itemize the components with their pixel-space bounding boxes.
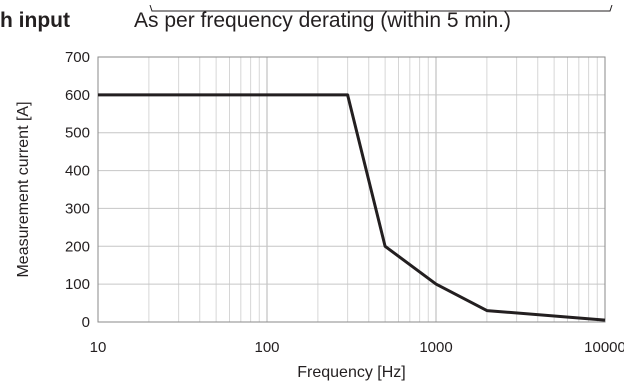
grid-lines — [98, 57, 605, 322]
header-text: As per frequency derating (within 5 min.… — [134, 9, 512, 32]
header-label: h input — [0, 9, 70, 32]
y-tick-labels: 0 100 200 300 400 500 600 700 — [65, 49, 90, 331]
x-tick-label: 1000 — [419, 339, 452, 356]
x-axis-title: Frequency [Hz] — [297, 364, 405, 381]
y-tick-label: 0 — [82, 314, 90, 331]
plot-frame — [97, 56, 606, 323]
y-tick-label: 600 — [65, 87, 90, 104]
series-group — [98, 93, 606, 322]
x-tick-label: 100 — [254, 339, 279, 356]
series-line — [98, 93, 606, 322]
y-tick-label: 500 — [65, 125, 90, 142]
x-tick-label: 10000 — [584, 339, 624, 356]
top-rule — [0, 0, 624, 12]
x-tick-label: 10 — [90, 339, 107, 356]
y-tick-label: 300 — [65, 200, 90, 217]
x-tick-labels: 10 100 1000 10000 — [90, 339, 624, 356]
y-axis-title: Measurement current [A] — [15, 101, 32, 277]
y-tick-label: 400 — [65, 163, 90, 180]
y-tick-label: 700 — [65, 49, 90, 66]
y-tick-label: 200 — [65, 238, 90, 255]
y-tick-label: 100 — [65, 276, 90, 293]
